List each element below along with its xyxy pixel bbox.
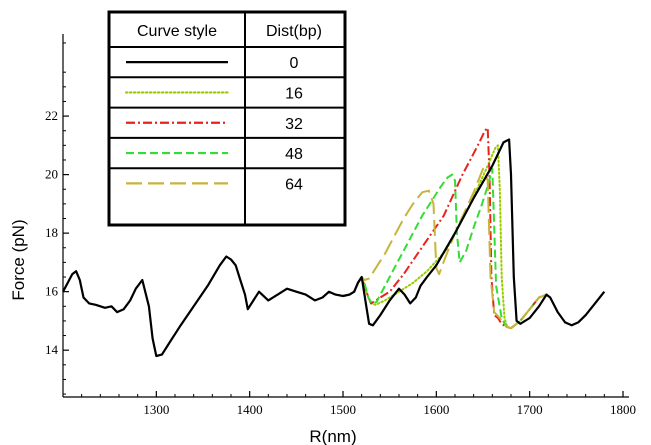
x-tick-label: 1800 [610,402,636,417]
series-line-0 [62,138,606,358]
series-line-64 [342,167,547,330]
x-axis-title: R(nm) [309,427,356,445]
y-tick-label: 14 [45,342,59,357]
legend-label-16: 16 [285,85,303,102]
x-tick-label: 1600 [423,402,449,417]
y-axis-title: Force (pN) [9,219,28,300]
legend-label-64: 64 [285,176,303,193]
legend-label-32: 32 [285,116,303,133]
y-tick-label: 18 [45,225,58,240]
legend: Curve style Dist(bp) 0 16 32 48 64 [107,10,347,227]
x-ticks: 1300 1400 1500 1600 1700 1800 [81,391,636,417]
legend-header-style: Curve style [137,23,217,40]
legend-label-48: 48 [285,146,303,163]
series-layer [62,126,606,358]
y-tick-label: 22 [45,108,58,123]
legend-rows: 0 16 32 48 64 [109,12,345,225]
series-line-48 [342,167,547,330]
x-tick-label: 1500 [330,402,356,417]
y-tick-label: 20 [45,167,58,182]
legend-label-0: 0 [290,55,299,72]
x-tick-label: 1700 [517,402,543,417]
x-tick-label: 1400 [237,402,263,417]
legend-frame [107,10,347,227]
y-tick-label: 16 [45,284,59,299]
y-ticks: 14 16 18 20 22 [45,42,69,395]
legend-header-dist: Dist(bp) [266,23,322,40]
axes [62,34,629,398]
x-tick-label: 1300 [143,402,169,417]
